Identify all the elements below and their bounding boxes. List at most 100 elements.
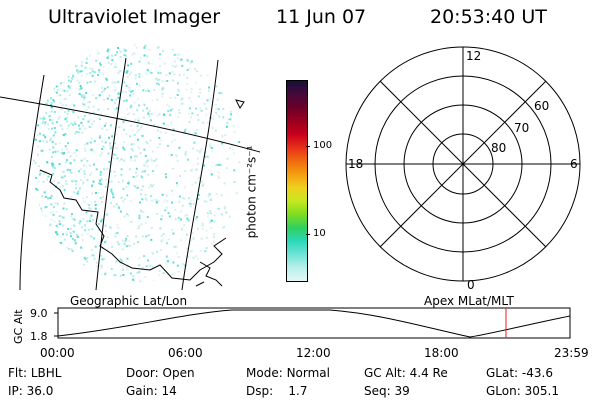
emission-pixel <box>152 183 155 186</box>
emission-pixel <box>58 241 61 244</box>
emission-pixel <box>196 216 199 219</box>
emission-pixel <box>140 223 143 226</box>
emission-pixel <box>188 130 191 133</box>
emission-pixel <box>90 185 93 188</box>
emission-pixel <box>232 47 235 50</box>
emission-pixel <box>52 166 55 169</box>
emission-pixel <box>111 81 114 84</box>
emission-pixel <box>44 267 47 270</box>
meridian-line <box>181 59 219 290</box>
emission-pixel <box>57 181 60 184</box>
emission-pixel <box>51 127 53 130</box>
altitude-ylabel: GC Alt <box>12 309 25 344</box>
emission-pixel <box>191 183 194 186</box>
emission-pixel <box>114 102 116 105</box>
emission-pixel <box>110 284 112 286</box>
emission-pixel <box>184 128 187 131</box>
emission-pixel <box>45 60 48 63</box>
emission-pixel <box>193 135 196 138</box>
emission-pixel <box>114 174 117 177</box>
emission-pixel <box>102 72 104 75</box>
emission-pixel <box>38 173 41 176</box>
door-info: Door: Open <box>126 366 195 380</box>
emission-pixel <box>227 269 230 272</box>
emission-pixel <box>140 193 142 196</box>
emission-pixel <box>45 50 48 53</box>
emission-pixel <box>53 248 56 251</box>
emission-pixel <box>178 53 180 56</box>
emission-pixel <box>34 252 37 255</box>
emission-pixel <box>125 133 128 135</box>
emission-pixel <box>187 255 190 258</box>
emission-pixel <box>111 82 114 85</box>
emission-pixel <box>136 97 139 100</box>
emission-pixel <box>40 52 43 55</box>
emission-pixel <box>116 157 119 160</box>
emission-pixel <box>75 130 78 133</box>
emission-pixel <box>61 176 64 179</box>
emission-pixel <box>113 142 116 145</box>
emission-pixel <box>41 70 44 73</box>
emission-pixel <box>84 224 86 227</box>
emission-pixel <box>41 62 44 65</box>
emission-pixel <box>36 239 39 242</box>
emission-pixel <box>180 102 183 105</box>
emission-pixel <box>55 224 58 227</box>
emission-pixel <box>101 44 104 47</box>
emission-pixel <box>76 285 78 287</box>
emission-pixel <box>66 120 69 123</box>
emission-pixel <box>203 102 206 105</box>
colorbar-tick <box>306 146 310 147</box>
emission-pixel <box>207 121 209 124</box>
emission-pixel <box>114 65 116 68</box>
emission-pixel <box>137 145 140 148</box>
emission-pixel <box>215 111 218 114</box>
emission-pixel <box>76 235 79 238</box>
emission-pixel <box>143 164 146 167</box>
emission-pixel <box>47 271 50 274</box>
emission-pixel <box>209 143 212 146</box>
emission-pixel <box>116 107 118 110</box>
emission-pixel <box>94 97 97 100</box>
emission-pixel <box>110 202 113 205</box>
emission-pixel <box>47 100 50 103</box>
emission-pixel <box>157 283 159 285</box>
emission-pixel <box>163 114 166 116</box>
emission-pixel <box>39 67 42 70</box>
emission-pixel <box>37 124 40 127</box>
emission-pixel <box>204 282 206 284</box>
emission-pixel <box>55 210 58 213</box>
emission-pixel <box>74 132 77 135</box>
emission-pixel <box>158 274 161 277</box>
emission-pixel <box>61 216 63 219</box>
emission-pixel <box>50 181 53 184</box>
emission-pixel <box>231 144 234 147</box>
emission-pixel <box>139 128 142 131</box>
mlat-label-70: 70 <box>514 121 529 135</box>
emission-pixel <box>209 145 212 148</box>
emission-pixel <box>49 242 52 245</box>
emission-pixel <box>82 218 85 220</box>
emission-pixel <box>44 49 47 52</box>
emission-pixel <box>220 44 223 47</box>
emission-pixel <box>53 127 56 129</box>
emission-pixel <box>46 162 49 164</box>
emission-pixel <box>92 180 95 183</box>
emission-pixel <box>52 99 55 102</box>
emission-pixel <box>210 243 213 245</box>
emission-pixel <box>50 203 53 206</box>
emission-pixel <box>197 259 200 262</box>
emission-pixel <box>73 159 76 162</box>
emission-pixel <box>161 88 164 91</box>
emission-pixel <box>168 72 171 75</box>
emission-pixel <box>87 106 90 109</box>
emission-pixel <box>186 69 189 71</box>
emission-pixel <box>96 261 98 264</box>
emission-pixel <box>183 73 185 76</box>
emission-pixel <box>130 71 133 74</box>
emission-pixel <box>130 159 133 162</box>
emission-pixel <box>56 89 59 91</box>
emission-pixel <box>213 214 216 217</box>
emission-pixel <box>215 252 218 255</box>
emission-pixel <box>132 275 135 277</box>
